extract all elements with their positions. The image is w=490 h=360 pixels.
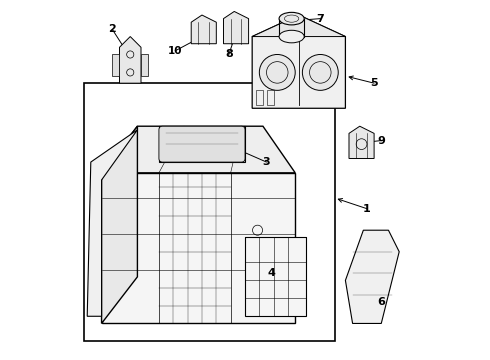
Polygon shape bbox=[101, 126, 137, 323]
Bar bbox=[245, 237, 306, 316]
Polygon shape bbox=[345, 230, 399, 323]
Bar bbox=[256, 90, 263, 105]
Text: 5: 5 bbox=[370, 78, 378, 88]
Ellipse shape bbox=[279, 12, 304, 25]
Circle shape bbox=[302, 54, 338, 90]
Text: 8: 8 bbox=[225, 49, 233, 59]
Polygon shape bbox=[87, 130, 137, 316]
Polygon shape bbox=[252, 15, 345, 108]
Text: 10: 10 bbox=[168, 46, 182, 56]
Circle shape bbox=[259, 54, 295, 90]
FancyBboxPatch shape bbox=[159, 126, 245, 162]
Polygon shape bbox=[112, 54, 120, 76]
Polygon shape bbox=[120, 37, 141, 83]
Polygon shape bbox=[191, 15, 216, 44]
Text: 3: 3 bbox=[263, 157, 270, 167]
Polygon shape bbox=[349, 126, 374, 158]
Polygon shape bbox=[159, 126, 245, 162]
Polygon shape bbox=[223, 12, 248, 44]
Polygon shape bbox=[141, 54, 148, 76]
Text: 1: 1 bbox=[363, 204, 371, 214]
Polygon shape bbox=[252, 15, 345, 37]
Text: 4: 4 bbox=[268, 268, 276, 278]
Polygon shape bbox=[101, 126, 295, 173]
Text: 2: 2 bbox=[108, 24, 116, 35]
Bar bbox=[84, 83, 335, 341]
Text: 9: 9 bbox=[377, 136, 385, 145]
Text: 6: 6 bbox=[377, 297, 385, 307]
Text: 7: 7 bbox=[317, 14, 324, 24]
Ellipse shape bbox=[279, 30, 304, 43]
Polygon shape bbox=[101, 173, 295, 323]
Bar bbox=[267, 90, 274, 105]
